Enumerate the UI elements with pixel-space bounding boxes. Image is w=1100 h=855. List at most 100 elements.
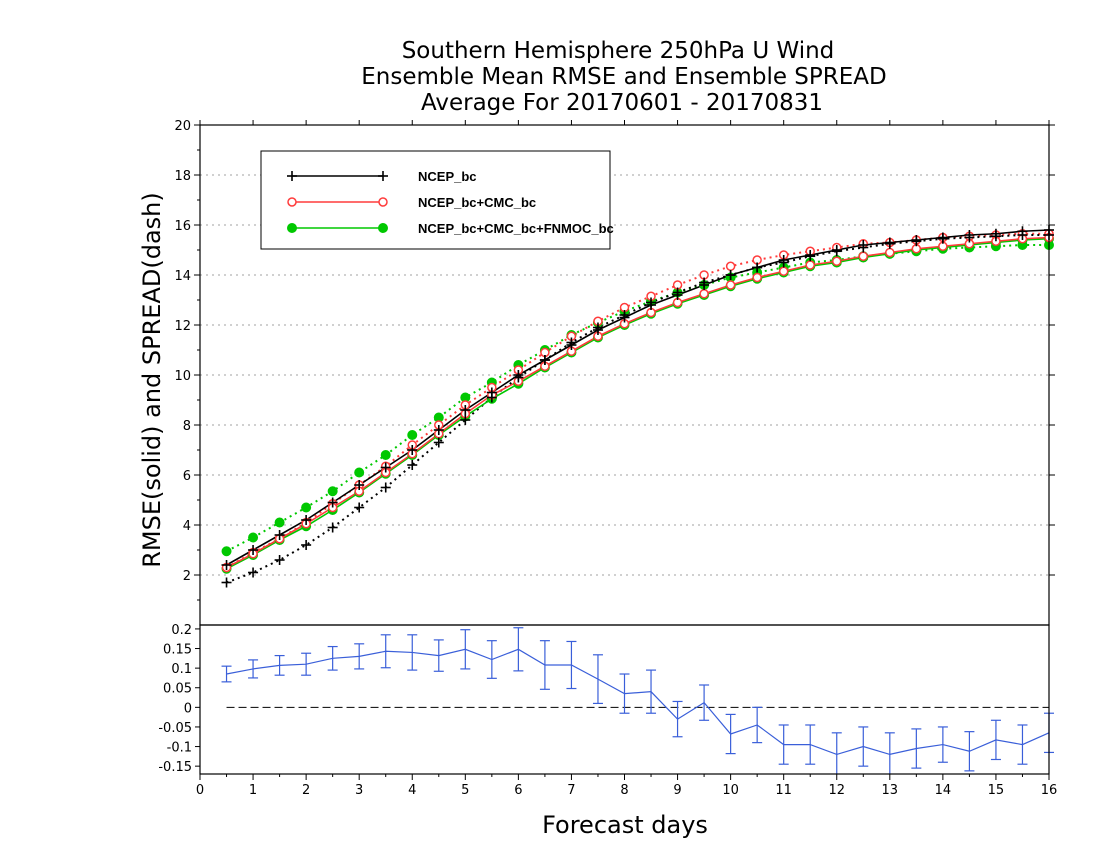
rmse-point xyxy=(885,247,895,258)
y-tick-label: -0.05 xyxy=(158,721,192,736)
error-bar xyxy=(460,629,471,670)
rmse-point xyxy=(672,290,683,300)
error-bar xyxy=(619,673,630,714)
rmse-point xyxy=(752,262,763,273)
error-bar xyxy=(513,627,524,672)
spread-point xyxy=(460,415,471,425)
y-axis-title: RMSE(solid) and SPREAD(dash) xyxy=(138,192,166,568)
error-bar xyxy=(486,640,497,679)
error-bar xyxy=(805,724,816,765)
error-bar xyxy=(699,684,710,721)
y-tick-label: 12 xyxy=(174,319,191,334)
y-tick-label: 6 xyxy=(183,469,191,484)
rmse-point xyxy=(725,270,736,280)
x-tick-label: 8 xyxy=(620,783,628,798)
chart-title-line-3: Average For 20170601 - 20170831 xyxy=(421,90,823,116)
x-tick-label: 2 xyxy=(302,783,310,798)
spread-point xyxy=(354,467,365,478)
spread-point xyxy=(407,430,418,440)
spread-point xyxy=(433,437,444,448)
rmse-point xyxy=(699,289,709,299)
legend-label: NCEP_bc+CMC_bc+FNMOC_bc xyxy=(418,221,614,236)
y-tick-label: 14 xyxy=(174,269,191,284)
x-tick-label: 1 xyxy=(249,783,257,798)
error-bar xyxy=(248,659,259,679)
x-tick-label: 10 xyxy=(722,783,739,798)
rmse-point xyxy=(407,445,418,455)
bottom-panel xyxy=(221,627,1054,774)
spread-point xyxy=(221,546,232,557)
y-tick-label: 0.1 xyxy=(171,662,192,677)
error-bar xyxy=(725,713,736,755)
rmse-line-ncep xyxy=(226,229,1050,566)
chart-title-line-2: Ensemble Mean RMSE and Ensemble SPREAD xyxy=(361,64,886,90)
rmse-point xyxy=(539,355,550,365)
difference-line xyxy=(226,648,1050,756)
rmse-point xyxy=(725,280,736,290)
error-bar xyxy=(566,640,577,690)
x-tick-label: 12 xyxy=(828,783,845,798)
rmse-point xyxy=(248,545,259,555)
rmse-line-ncep_cmc xyxy=(226,236,1050,569)
spread-point xyxy=(380,482,391,493)
error-bar xyxy=(778,724,789,765)
error-bar xyxy=(752,706,763,744)
legend-marker xyxy=(287,223,297,233)
error-bar xyxy=(354,643,365,670)
error-bar xyxy=(274,654,285,676)
rmse-point xyxy=(592,325,603,335)
rmse-point xyxy=(513,370,524,380)
legend-marker xyxy=(287,197,297,207)
x-tick-label: 7 xyxy=(567,783,575,798)
x-tick-label: 3 xyxy=(355,783,363,798)
chart-title-line-1: Southern Hemisphere 250hPa U Wind xyxy=(402,38,835,64)
spread-point xyxy=(248,532,259,543)
rmse-point xyxy=(805,260,815,270)
rmse-point xyxy=(221,560,232,570)
error-bar xyxy=(990,719,1001,761)
spread-point xyxy=(221,577,232,588)
rmse-point xyxy=(937,232,948,243)
error-bar xyxy=(380,634,391,669)
rmse-point xyxy=(990,228,1001,239)
rmse-point xyxy=(301,515,312,525)
rmse-point xyxy=(884,237,895,248)
y-tick-label: 0.05 xyxy=(163,682,192,697)
rmse-point xyxy=(486,387,497,398)
error-bar xyxy=(592,654,603,705)
spread-point xyxy=(274,517,285,528)
error-bar xyxy=(407,634,418,671)
legend-marker xyxy=(378,223,388,233)
spread-point xyxy=(327,486,338,497)
error-bar xyxy=(672,700,683,738)
rmse-point xyxy=(354,480,365,490)
x-tick-label: 4 xyxy=(408,783,416,798)
rmse-point xyxy=(433,425,444,435)
error-bar xyxy=(327,645,338,671)
error-bar xyxy=(1017,724,1028,765)
rmse-point xyxy=(778,266,789,276)
rmse-point xyxy=(752,272,762,283)
error-bar xyxy=(937,726,948,763)
error-bar xyxy=(539,640,550,690)
legend-label: NCEP_bc+CMC_bc xyxy=(418,195,536,210)
y-tick-label: 20 xyxy=(174,119,191,134)
x-tick-label: 15 xyxy=(988,783,1005,798)
y-tick-label: -0.1 xyxy=(167,741,192,756)
y-tick-label: 2 xyxy=(183,569,191,584)
rmse-line-ncep_cmc_fnmoc xyxy=(226,237,1050,570)
error-bar xyxy=(433,639,444,672)
spread-point xyxy=(354,502,365,513)
spread-line-ncep xyxy=(226,234,1049,584)
x-axis-title: Forecast days xyxy=(542,811,708,839)
legend-box xyxy=(260,150,611,250)
top-panel-series xyxy=(221,225,1054,588)
x-tick-label: 9 xyxy=(673,783,681,798)
y-tick-label: 8 xyxy=(183,419,191,434)
spread-point xyxy=(725,261,736,271)
axes: 2468101214161820-0.15-0.1-0.0500.050.10.… xyxy=(158,119,1057,798)
y-tick-label: 10 xyxy=(174,369,191,384)
rmse-point xyxy=(911,235,922,245)
y-tick-label: 16 xyxy=(174,219,191,234)
